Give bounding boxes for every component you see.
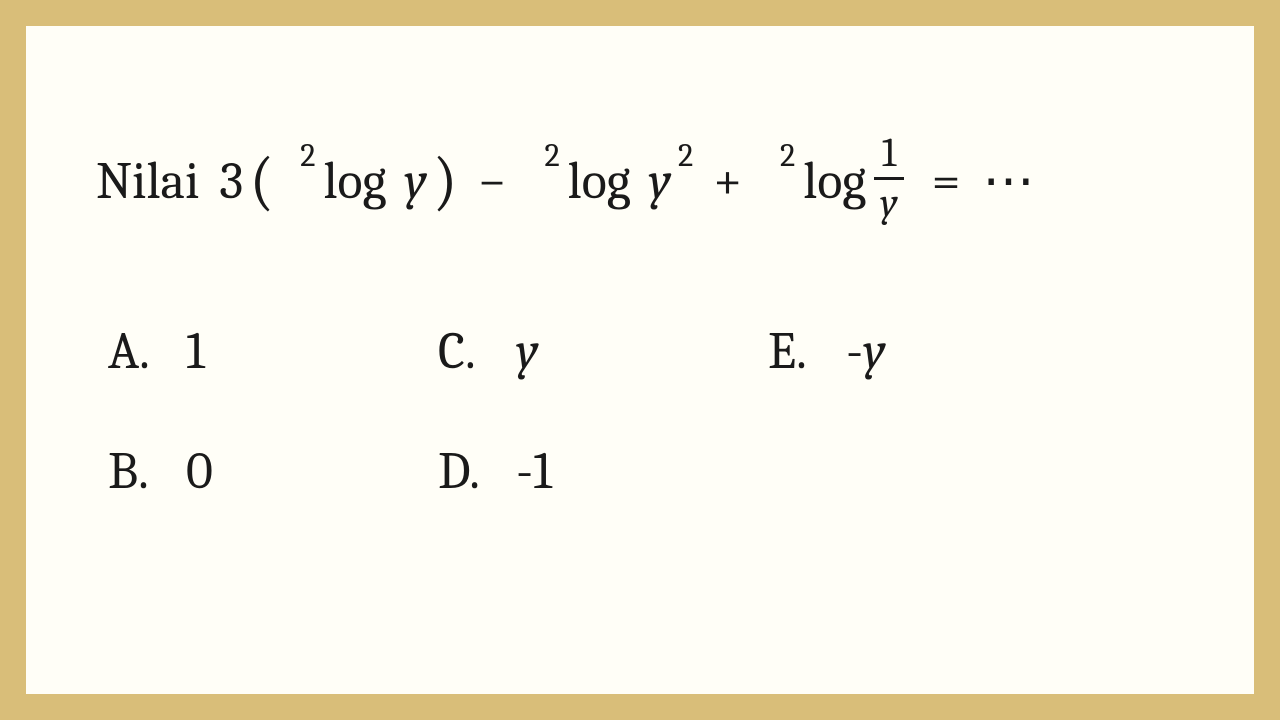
var-y-1: y (404, 155, 426, 207)
option-d: D. -1 (438, 441, 768, 501)
option-value-d: -1 (516, 441, 552, 501)
log-text-2: log (568, 155, 631, 207)
open-paren: ( (249, 150, 274, 215)
option-letter-b: B. (108, 441, 164, 501)
option-a: A. 1 (108, 321, 438, 381)
log-text-1: log (323, 155, 386, 207)
var-y-2: y (649, 155, 671, 207)
log-base-1: 2 (300, 141, 315, 173)
question-panel: Nilai 3 ( 2 log y ) − 2 log y 2 + 2 log … (26, 26, 1254, 694)
option-value-c: y (516, 321, 538, 381)
option-c: C. y (438, 321, 768, 381)
option-e: E. -y (768, 321, 1098, 381)
question-prefix: Nilai (96, 155, 199, 207)
answer-options: A. 1 C. y E. -y B. 0 D. -1 (96, 321, 1184, 501)
log-base-2: 2 (544, 141, 559, 173)
plus-op: + (713, 155, 742, 207)
log-text-3: log (803, 155, 866, 207)
option-letter-d: D. (438, 441, 494, 501)
option-letter-a: A. (108, 321, 164, 381)
option-letter-e: E. (768, 321, 824, 381)
outer-border: Nilai 3 ( 2 log y ) − 2 log y 2 + 2 log … (0, 0, 1280, 720)
minus-op: − (478, 155, 507, 207)
frac-num: 1 (876, 134, 903, 177)
option-b: B. 0 (108, 441, 438, 501)
coeff-3: 3 (219, 155, 243, 207)
frac-den: y (874, 177, 903, 225)
question-expression: Nilai 3 ( 2 log y ) − 2 log y 2 + 2 log … (96, 136, 1184, 226)
option-letter-c: C. (438, 321, 494, 381)
log-base-3: 2 (780, 141, 795, 173)
fraction-1-over-y: 1 y (874, 134, 903, 224)
option-value-b: 0 (186, 441, 213, 501)
exp-2: 2 (678, 141, 693, 173)
option-value-e: -y (846, 321, 886, 381)
close-paren: ) (433, 150, 458, 215)
option-value-a: 1 (186, 321, 205, 381)
ellipsis: ⋯ (982, 155, 1036, 207)
equals-sign: = (932, 155, 961, 207)
